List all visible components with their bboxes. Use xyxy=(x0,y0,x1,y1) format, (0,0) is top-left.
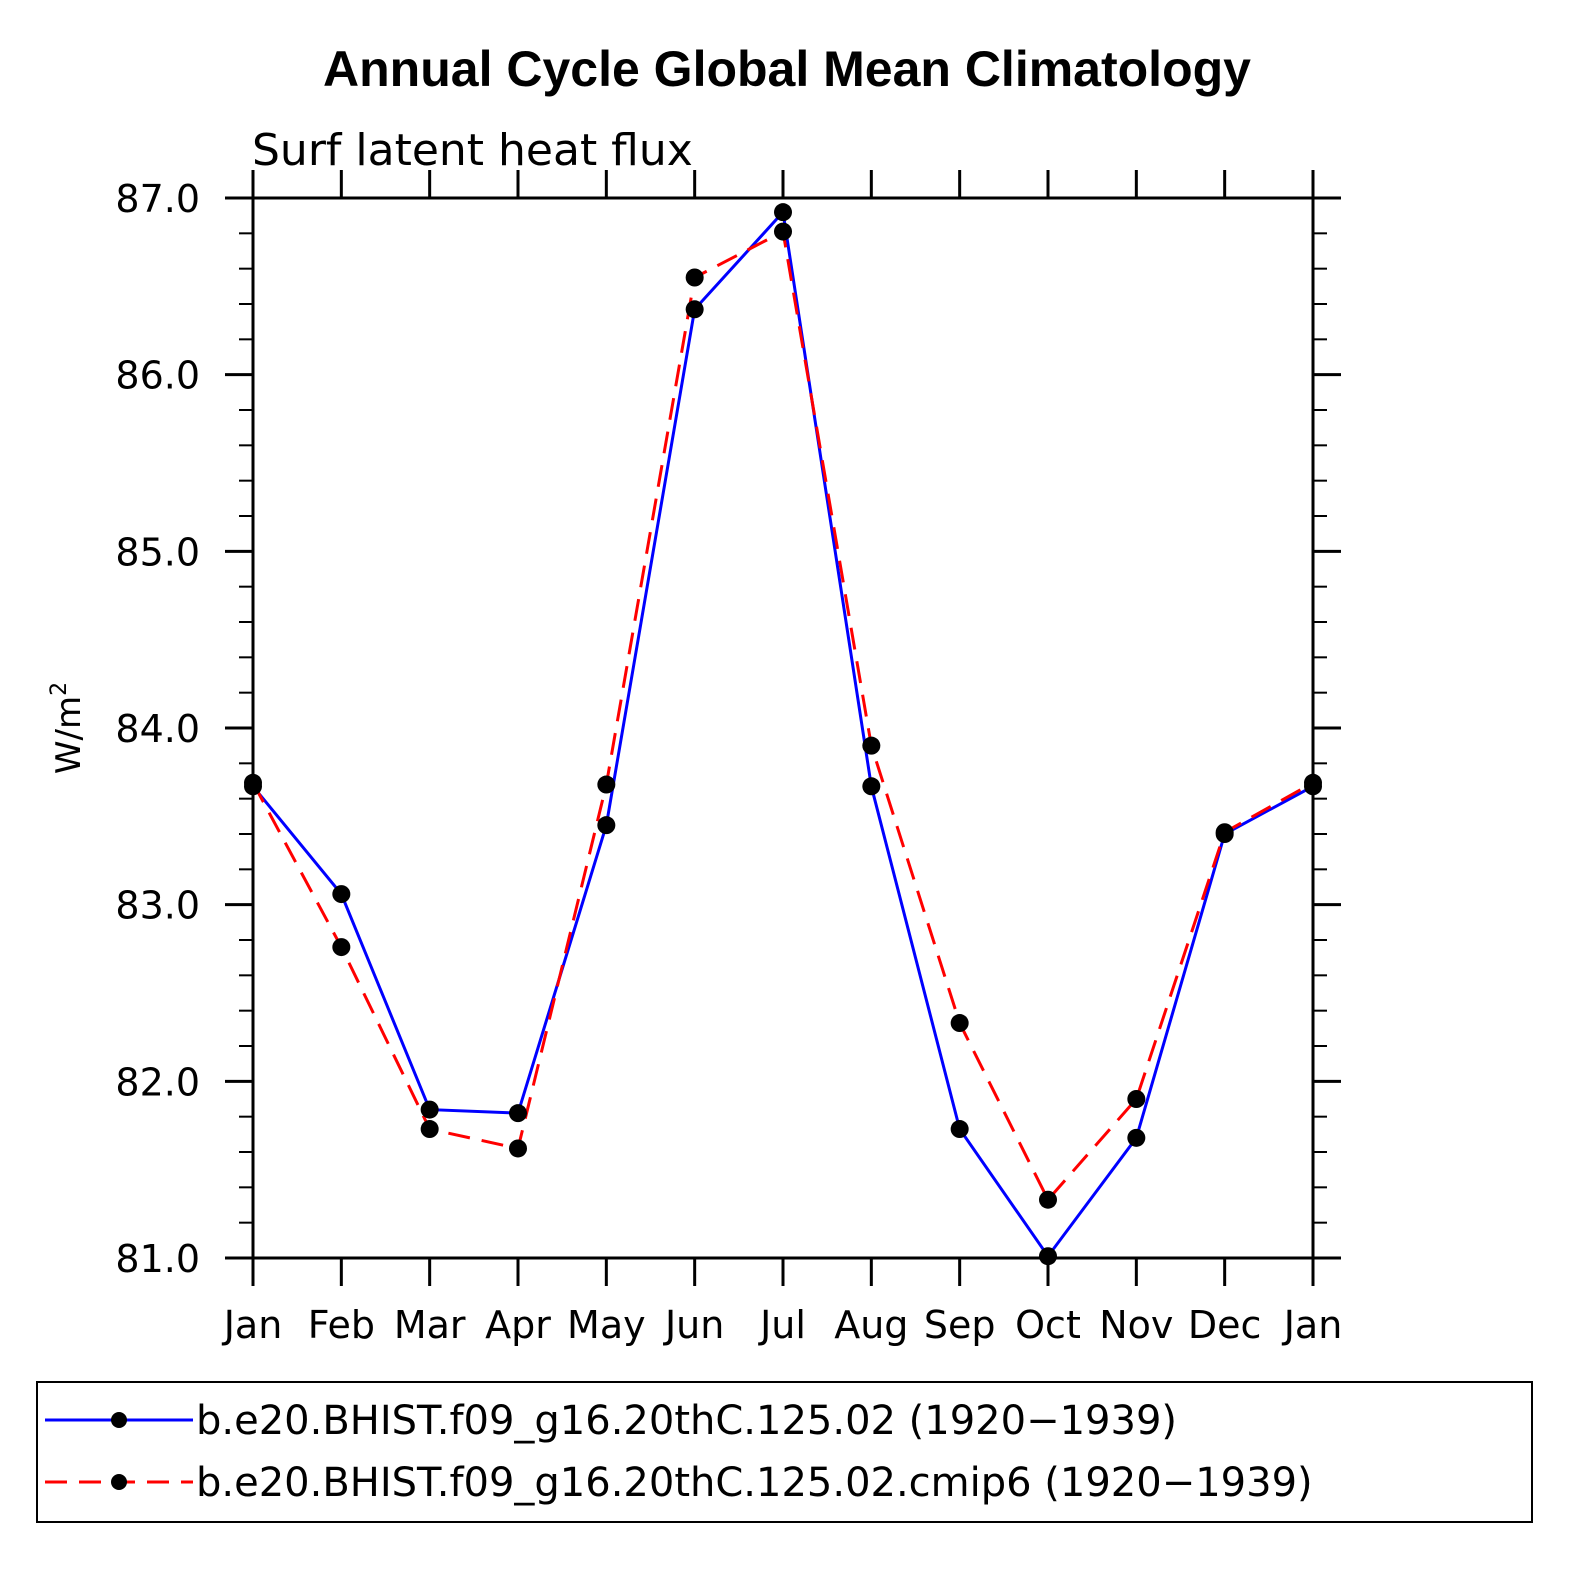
x-tick-label: Feb xyxy=(308,1303,375,1347)
y-tick-label: 82.0 xyxy=(115,1060,200,1104)
series-line-0 xyxy=(251,208,1314,1259)
x-tick-label: Sep xyxy=(924,1303,996,1347)
plot-frame xyxy=(251,196,1315,1260)
series-0-point xyxy=(332,885,351,904)
series-1-point xyxy=(332,938,351,957)
chart-title: Annual Cycle Global Mean Climatology xyxy=(323,41,1251,97)
series-1-point xyxy=(862,736,881,755)
legend-label-1: b.e20.BHIST.f09_g16.20thC.125.02.cmip6 (… xyxy=(196,1460,1313,1506)
series-layer xyxy=(244,203,1322,1266)
series-1-point xyxy=(244,773,262,792)
axes xyxy=(251,196,1315,1260)
y-tick-label: 85.0 xyxy=(115,530,200,574)
y-axis-label-text: W/m xyxy=(49,696,89,774)
y-axis-label: W/m2 xyxy=(47,682,89,774)
series-0-point xyxy=(862,777,881,796)
legend-marker-0 xyxy=(111,1412,127,1428)
x-tick-label: Oct xyxy=(1015,1303,1081,1347)
series-0-point xyxy=(950,1120,969,1139)
legend-marker-1 xyxy=(111,1474,127,1490)
series-0-point xyxy=(420,1100,439,1119)
x-tick-label: Dec xyxy=(1188,1303,1262,1347)
x-tick-label: Nov xyxy=(1099,1303,1173,1347)
series-1-point xyxy=(1215,823,1234,842)
x-tick-label: Apr xyxy=(485,1303,551,1347)
series-1-point xyxy=(685,268,704,287)
series-0-point xyxy=(685,300,704,319)
y-axis-label-superscript: 2 xyxy=(47,682,72,696)
series-1-point xyxy=(1127,1090,1146,1108)
x-tick-label: Jan xyxy=(1282,1303,1343,1347)
y-tick-label: 83.0 xyxy=(115,884,200,928)
series-1-point xyxy=(774,222,792,241)
series-0-point xyxy=(774,203,792,222)
series-1-point xyxy=(420,1120,439,1139)
axis-ticks: Jan Feb Mar Apr May Jun Jul Aug Sep Oct Nov Dec Jan 8… xyxy=(115,170,1342,1347)
legend-frame xyxy=(36,1381,1533,1523)
y-tick-label: 87.0 xyxy=(115,177,200,221)
legend: b.e20.BHIST.f09_g16.20thC.125.02 (1920−1… xyxy=(36,1381,1533,1523)
legend-label-0: b.e20.BHIST.f09_g16.20thC.125.02 (1920−1… xyxy=(196,1398,1177,1444)
series-0-point xyxy=(509,1104,527,1123)
series-0-point xyxy=(1127,1128,1146,1147)
series-1-point xyxy=(597,775,616,794)
x-tick-label: Jun xyxy=(663,1303,724,1347)
chart-subtitle: Surf latent heat flux xyxy=(252,125,693,176)
x-tick-label: May xyxy=(567,1303,646,1347)
y-tick-label: 84.0 xyxy=(115,707,200,751)
x-tick-label: Jul xyxy=(758,1303,806,1347)
series-0-point xyxy=(1039,1247,1057,1266)
x-tick-label: Jan xyxy=(222,1303,283,1347)
series-1-point xyxy=(1039,1190,1057,1209)
series-1-point xyxy=(950,1014,969,1033)
series-line-1 xyxy=(251,229,1314,1203)
x-tick-label: Aug xyxy=(834,1303,908,1347)
y-tick-label: 81.0 xyxy=(115,1237,200,1281)
x-tick-label: Mar xyxy=(394,1303,466,1347)
series-1-point xyxy=(1304,773,1322,792)
y-tick-label: 86.0 xyxy=(115,354,200,398)
series-0-point xyxy=(597,816,616,835)
series-1-point xyxy=(509,1139,527,1158)
